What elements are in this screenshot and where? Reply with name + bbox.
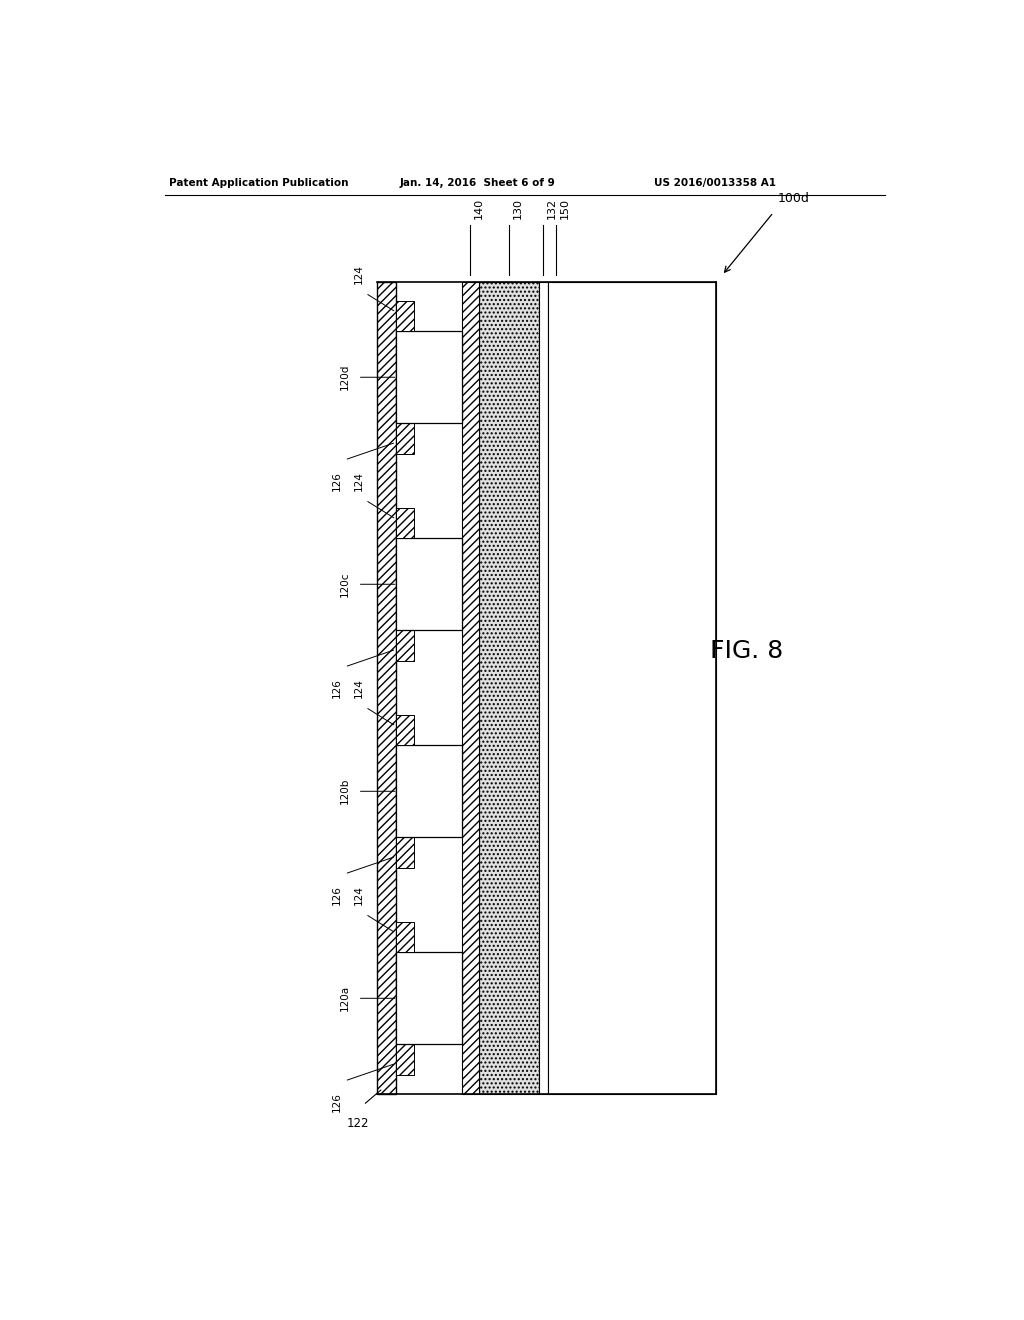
Bar xyxy=(548,281,716,1094)
Bar xyxy=(396,424,414,454)
Bar xyxy=(396,301,414,331)
Text: 130: 130 xyxy=(512,198,522,219)
Bar xyxy=(396,921,414,953)
Bar xyxy=(396,746,462,837)
Bar xyxy=(478,281,539,1094)
Text: 124: 124 xyxy=(354,678,365,698)
Text: 100d: 100d xyxy=(777,191,809,205)
Text: 124: 124 xyxy=(354,264,365,284)
Text: 120d: 120d xyxy=(340,364,350,391)
Text: 120c: 120c xyxy=(340,572,350,597)
Text: Jan. 14, 2016  Sheet 6 of 9: Jan. 14, 2016 Sheet 6 of 9 xyxy=(400,178,556,187)
Bar xyxy=(462,281,478,1094)
Bar xyxy=(396,331,462,424)
Text: 126: 126 xyxy=(332,471,342,491)
Text: 120a: 120a xyxy=(340,985,350,1011)
Bar xyxy=(396,837,414,867)
Bar xyxy=(396,953,462,1044)
Text: Patent Application Publication: Patent Application Publication xyxy=(169,178,348,187)
Text: 140: 140 xyxy=(474,198,484,219)
Bar xyxy=(396,539,462,630)
Text: 150: 150 xyxy=(559,198,569,219)
Bar xyxy=(396,508,414,539)
Text: FIG. 8: FIG. 8 xyxy=(710,639,783,663)
Text: 120b: 120b xyxy=(340,777,350,804)
Bar xyxy=(396,1044,414,1074)
Bar xyxy=(396,630,414,661)
Text: 122: 122 xyxy=(346,1117,369,1130)
Text: 124: 124 xyxy=(354,471,365,491)
Text: 126: 126 xyxy=(332,1092,342,1111)
Text: 124: 124 xyxy=(354,884,365,904)
Text: 126: 126 xyxy=(332,677,342,697)
Text: US 2016/0013358 A1: US 2016/0013358 A1 xyxy=(654,178,776,187)
Bar xyxy=(377,281,396,1094)
Text: 132: 132 xyxy=(547,198,557,219)
Bar xyxy=(396,715,414,746)
Text: 126: 126 xyxy=(332,884,342,904)
Bar xyxy=(539,281,548,1094)
